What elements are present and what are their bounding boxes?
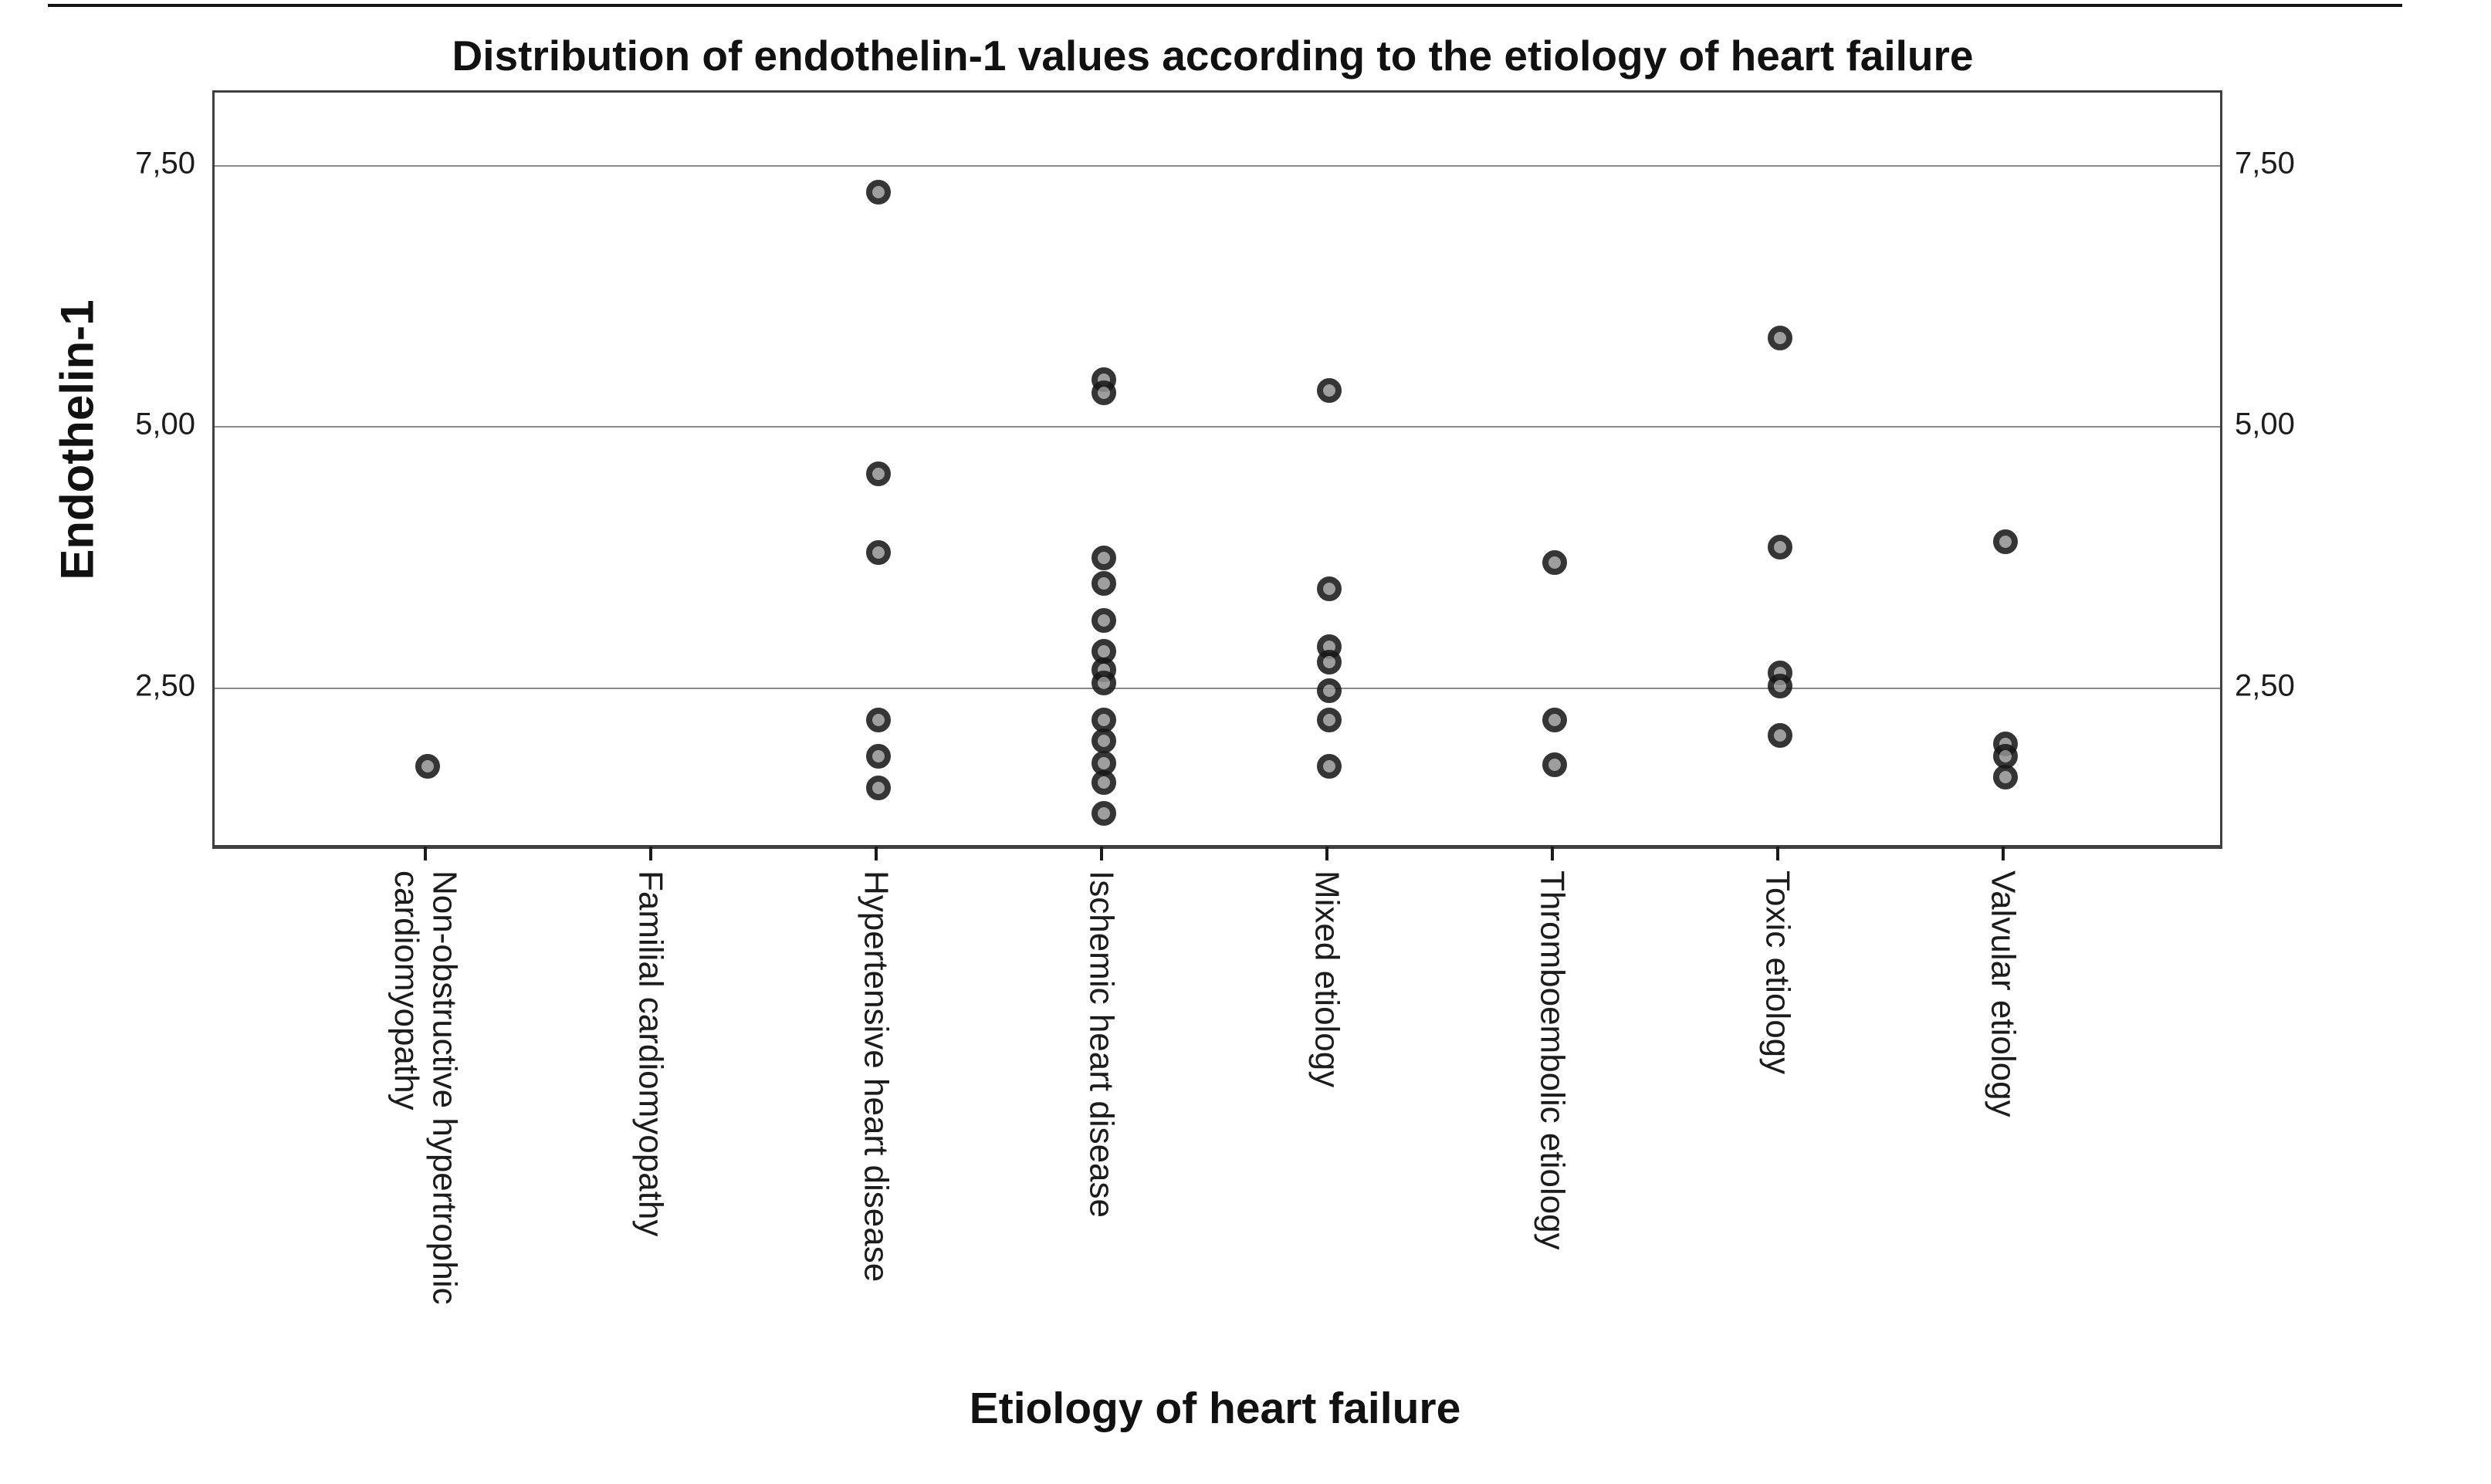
data-point	[1542, 550, 1567, 576]
y-tick-label-left: 5,00	[135, 407, 195, 441]
category-label: Familial cardiomyopathy	[631, 870, 670, 1237]
category-label: Hypertensive heart disease	[857, 870, 895, 1283]
chart-title: Distribution of endothelin-1 values acco…	[452, 32, 1974, 79]
y-axis-title: Endothelin-1	[51, 299, 103, 580]
data-point	[1317, 754, 1342, 779]
data-point	[1092, 671, 1116, 696]
data-point	[1092, 571, 1116, 597]
data-point	[1993, 764, 2018, 789]
data-point	[1317, 576, 1342, 602]
category-tick	[424, 847, 427, 860]
gridline	[215, 687, 2220, 689]
data-point	[1768, 674, 1792, 699]
y-tick-label-right: 2,50	[2235, 668, 2295, 703]
data-point	[1317, 678, 1342, 703]
category-tick	[1551, 847, 1554, 860]
data-point	[1092, 380, 1116, 405]
category-label: Mixed etiology	[1308, 870, 1346, 1088]
y-tick-label-right: 7,50	[2235, 146, 2295, 181]
data-point	[1542, 707, 1567, 732]
data-point	[1993, 529, 2018, 555]
data-point	[1092, 545, 1116, 570]
data-point	[415, 754, 440, 779]
data-point	[1092, 769, 1116, 795]
plot-area	[212, 90, 2222, 849]
data-point	[1317, 650, 1342, 675]
data-point	[866, 775, 891, 800]
y-tick-label-left: 7,50	[135, 146, 195, 181]
data-point	[1092, 801, 1116, 827]
data-point	[1542, 752, 1567, 777]
gridline	[215, 426, 2220, 428]
y-tick-label-right: 5,00	[2235, 407, 2295, 441]
data-point	[1317, 377, 1342, 403]
data-point	[866, 743, 891, 769]
data-point	[1768, 326, 1792, 351]
category-tick	[1100, 847, 1103, 860]
data-point	[1768, 722, 1792, 748]
category-label: Valvular etiology	[1984, 870, 2022, 1117]
category-tick	[1325, 847, 1328, 860]
category-tick	[875, 847, 878, 860]
category-label: Thromboembolic etiology	[1533, 870, 1572, 1250]
data-point	[866, 707, 891, 732]
data-point	[866, 539, 891, 565]
category-tick	[2002, 847, 2005, 860]
data-point	[866, 461, 891, 487]
y-tick-label-left: 2,50	[135, 668, 195, 703]
category-tick	[1776, 847, 1779, 860]
category-label: Non-obstructive hypertrophic cardiomyopa…	[388, 870, 464, 1305]
data-point	[1317, 707, 1342, 732]
x-axis-title: Etiology of heart failure	[969, 1384, 1461, 1433]
data-point	[1092, 607, 1116, 633]
data-point	[1092, 728, 1116, 753]
category-label: Ischemic heart disease	[1082, 870, 1121, 1218]
gridline	[215, 164, 2220, 167]
category-label: Toxic etiology	[1758, 870, 1797, 1075]
data-point	[866, 179, 891, 205]
data-point	[1768, 535, 1792, 560]
top-border-line	[48, 4, 2402, 7]
category-tick	[649, 847, 652, 860]
